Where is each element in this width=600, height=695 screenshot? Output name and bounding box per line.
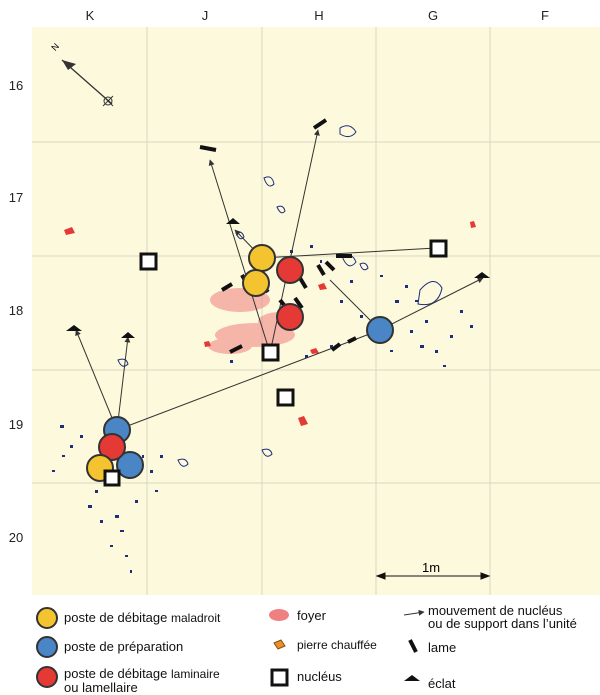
row-label: 18 [8,303,24,318]
scale-bar-label: 1m [422,560,441,575]
col-label: H [314,8,324,23]
station-circles [86,244,394,482]
eclat-legend-icon [404,675,420,681]
legend-eclat: éclat [428,676,456,691]
legend-laminaire-main: poste de débitage [64,666,168,681]
col-label: G [427,8,439,23]
mouvement-legend-icon [403,609,425,616]
north-arrow-icon [61,59,114,107]
legend-preparation: poste de préparation [64,640,183,653]
col-label: F [541,8,549,23]
nucleus-legend-icon [270,668,289,687]
legend-maladroit-main: poste de débitage [64,610,168,625]
blade-marks [199,118,357,354]
legend-lame: lame [428,640,457,655]
nucleus-squares [103,239,448,487]
heated-stone-fragments [64,221,476,426]
row-label: 19 [8,417,24,432]
lame-legend-icon [408,639,418,653]
legend-preparation-main: poste de préparation [64,639,184,654]
legend-chauffee: pierre chauffée [297,638,377,652]
row-label: 16 [8,78,24,93]
col-label: J [201,8,209,23]
row-label: 17 [8,190,24,205]
legend-mouvement-line1: mouvement de nucléus [428,603,563,618]
grid [32,27,600,595]
scale-bar [375,572,491,580]
legend-nucleus: nucléus [297,669,342,684]
debris-scatter [52,245,473,573]
chauffee-legend-icon [273,639,286,650]
map-background [32,27,600,595]
row-label: 20 [8,530,24,545]
legend-mouvement-line2: ou de support dans l’unité [428,616,577,631]
col-label: K [85,8,95,23]
flake-marks [66,218,490,338]
legend-maladroit: poste de débitage maladroit [64,611,220,625]
legend-laminaire-line2: ou lamellaire [64,680,138,695]
legend-mouvement: mouvement de nucléus ou de support dans … [428,604,577,630]
legend-laminaire-qual: laminaire [171,667,220,681]
legend-keys [36,607,58,688]
legend-foyer: foyer [297,608,326,623]
foyer-legend-icon [269,609,289,621]
legend-maladroit-qual: maladroit [171,611,221,625]
legend-laminaire: poste de débitage laminaire ou lamellair… [64,667,220,694]
